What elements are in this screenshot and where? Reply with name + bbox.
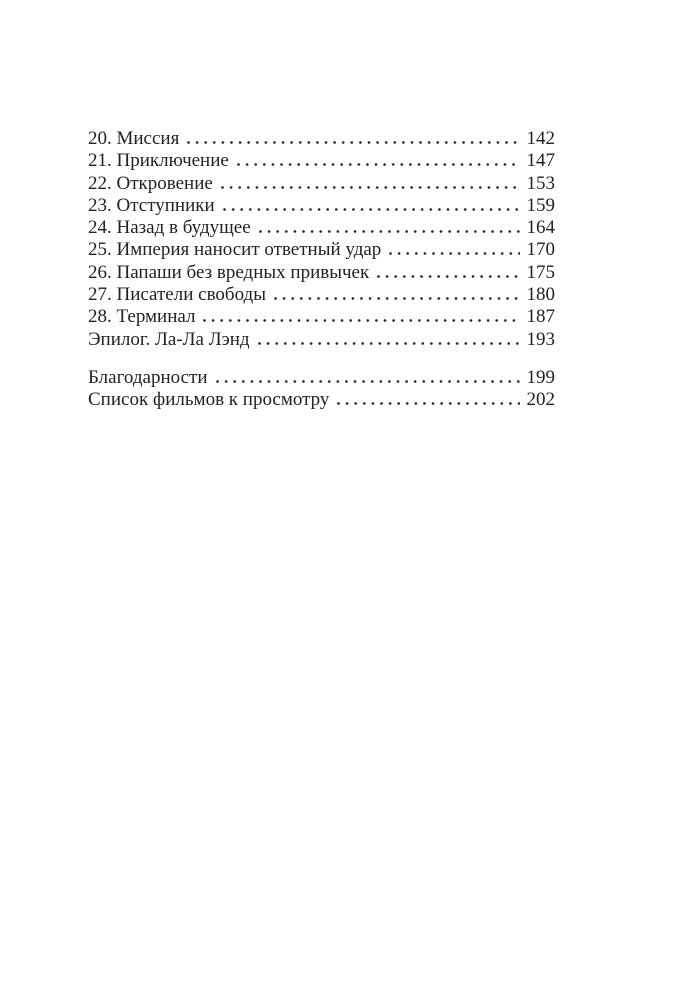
toc-entry-label: 27. Писатели свободы xyxy=(88,284,266,306)
toc-entry-page: 175 xyxy=(526,261,556,283)
toc-entry: 22. Откровение 153 xyxy=(88,173,555,195)
dot-leader xyxy=(236,163,520,167)
dot-leader xyxy=(258,230,520,234)
toc-entry-page: 142 xyxy=(526,128,556,149)
toc-entry-label: Эпилог. Ла-Ла Лэнд xyxy=(88,328,250,350)
toc-entry-label: 28. Терминал xyxy=(88,306,196,328)
toc-entry: 25. Империя наносит ответный удар 170 xyxy=(88,239,555,261)
toc-entry-film-list: Список фильмов к просмотру 202 xyxy=(88,389,555,411)
toc-entry-page: 199 xyxy=(526,366,556,388)
toc-entry-page: 187 xyxy=(526,306,556,328)
toc-entry-page: 180 xyxy=(526,284,556,306)
toc-entry-label: 25. Империя наносит ответный удар xyxy=(88,239,382,261)
dot-leader xyxy=(257,341,520,345)
toc-entry-label: 22. Откровение xyxy=(88,172,213,194)
toc-entry: 21. Приключение 147 xyxy=(88,150,555,172)
toc-entry-label: Благодарности xyxy=(88,366,208,388)
dot-leader xyxy=(377,274,520,278)
toc-entry-page: 170 xyxy=(526,239,556,261)
toc-entry: 23. Отступники 159 xyxy=(88,195,555,217)
toc-entry-page: 164 xyxy=(526,217,556,239)
toc-entry-page: 153 xyxy=(526,172,556,194)
toc-entry-page: 202 xyxy=(526,389,556,411)
dot-leader xyxy=(222,207,520,211)
toc-entry-page: 147 xyxy=(526,150,556,172)
dot-leader xyxy=(220,185,520,189)
toc-entry: 27. Писатели свободы 180 xyxy=(88,284,555,306)
toc-entry: 26. Папаши без вредных привычек 175 xyxy=(88,262,555,284)
dot-leader xyxy=(337,402,520,406)
dot-leader xyxy=(389,252,520,256)
dot-leader xyxy=(273,297,520,301)
toc-entry-label: 26. Папаши без вредных привычек xyxy=(88,261,370,283)
dot-leader xyxy=(215,379,520,383)
toc-entry-label: Список фильмов к просмотру xyxy=(88,389,330,411)
toc-entry: 28. Терминал 187 xyxy=(88,306,555,328)
table-of-contents: 20. Миссия 142 21. Приключение 147 22. О… xyxy=(88,128,555,412)
toc-entry-acknowledgements: Благодарности 199 xyxy=(88,367,555,389)
toc-entry: 20. Миссия 142 xyxy=(88,128,555,150)
dot-leader xyxy=(203,319,520,323)
toc-entry-label: 20. Миссия xyxy=(88,128,180,149)
toc-back-matter: Благодарности 199 Список фильмов к просм… xyxy=(88,367,555,412)
toc-entry-label: 21. Приключение xyxy=(88,150,229,172)
toc-entry-label: 23. Отступники xyxy=(88,194,215,216)
toc-entry: 24. Назад в будущее 164 xyxy=(88,217,555,239)
toc-entry-label: 24. Назад в будущее xyxy=(88,217,251,239)
dot-leader xyxy=(187,141,520,144)
toc-entry-page: 193 xyxy=(526,328,556,350)
toc-entry-page: 159 xyxy=(526,194,556,216)
toc-entry-epilogue: Эпилог. Ла-Ла Лэнд 193 xyxy=(88,329,555,351)
